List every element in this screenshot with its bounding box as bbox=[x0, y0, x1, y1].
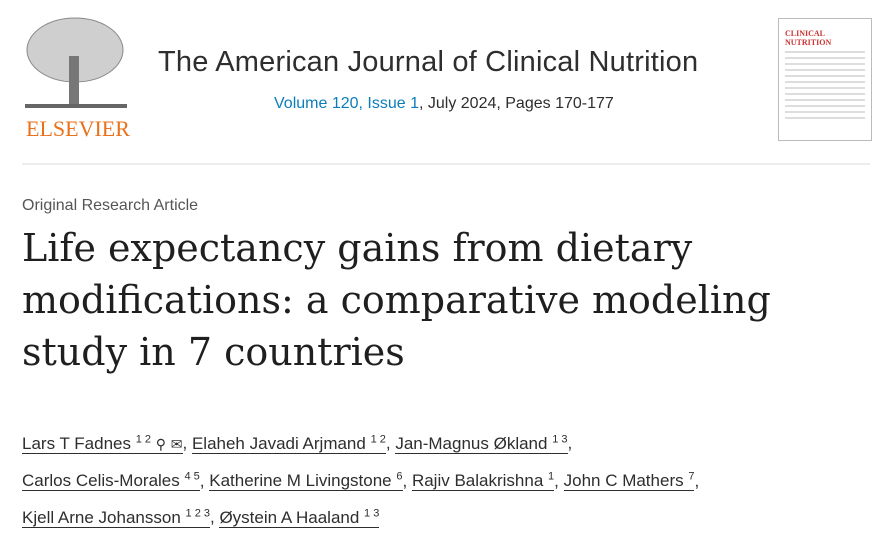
elsevier-logo[interactable]: ELSEVIER bbox=[22, 16, 134, 144]
issue-details: , July 2024, Pages 170-177 bbox=[418, 95, 614, 112]
elsevier-wordmark: ELSEVIER bbox=[26, 116, 130, 141]
author-link[interactable]: Katherine M Livingstone 6 bbox=[209, 470, 403, 492]
article-type: Original Research Article bbox=[22, 197, 199, 214]
author-link[interactable]: Kjell Arne Johansson 1 2 3 bbox=[22, 507, 210, 528]
journal-cover-image[interactable]: CLINICAL NUTRITION bbox=[778, 18, 872, 141]
author-link[interactable]: Øystein A Haaland 1 3 bbox=[219, 507, 380, 528]
author-link[interactable]: Carlos Celis-Morales 4 5 bbox=[22, 470, 200, 492]
tree-logo-icon bbox=[25, 17, 127, 108]
author-link[interactable]: John C Mathers 7 bbox=[563, 470, 695, 492]
journal-title[interactable]: The American Journal of Clinical Nutriti… bbox=[158, 46, 699, 78]
person-icon: ⚲ bbox=[155, 435, 167, 452]
author-link[interactable]: Jan-Magnus Økland 1 3 bbox=[395, 433, 568, 454]
article-title: Life expectancy gains from dietary modif… bbox=[22, 226, 771, 374]
author-list: Lars T Fadnes 1 2 ⚲ ✉, Elaheh Javadi Arj… bbox=[22, 433, 700, 528]
cover-title: CLINICAL NUTRITION bbox=[785, 29, 832, 47]
author-link[interactable]: Rajiv Balakrishna 1 bbox=[411, 470, 555, 492]
email-icon[interactable]: ✉ bbox=[170, 435, 183, 452]
divider bbox=[22, 163, 870, 165]
author-link[interactable]: Elaheh Javadi Arjmand 1 2 bbox=[191, 433, 386, 454]
issue-link[interactable]: Volume 120, Issue 1 bbox=[274, 95, 419, 112]
issue-info: Volume 120, Issue 1, July 2024, Pages 17… bbox=[274, 95, 614, 113]
author-link[interactable]: Lars T Fadnes 1 2 ⚲ ✉ bbox=[22, 433, 183, 454]
